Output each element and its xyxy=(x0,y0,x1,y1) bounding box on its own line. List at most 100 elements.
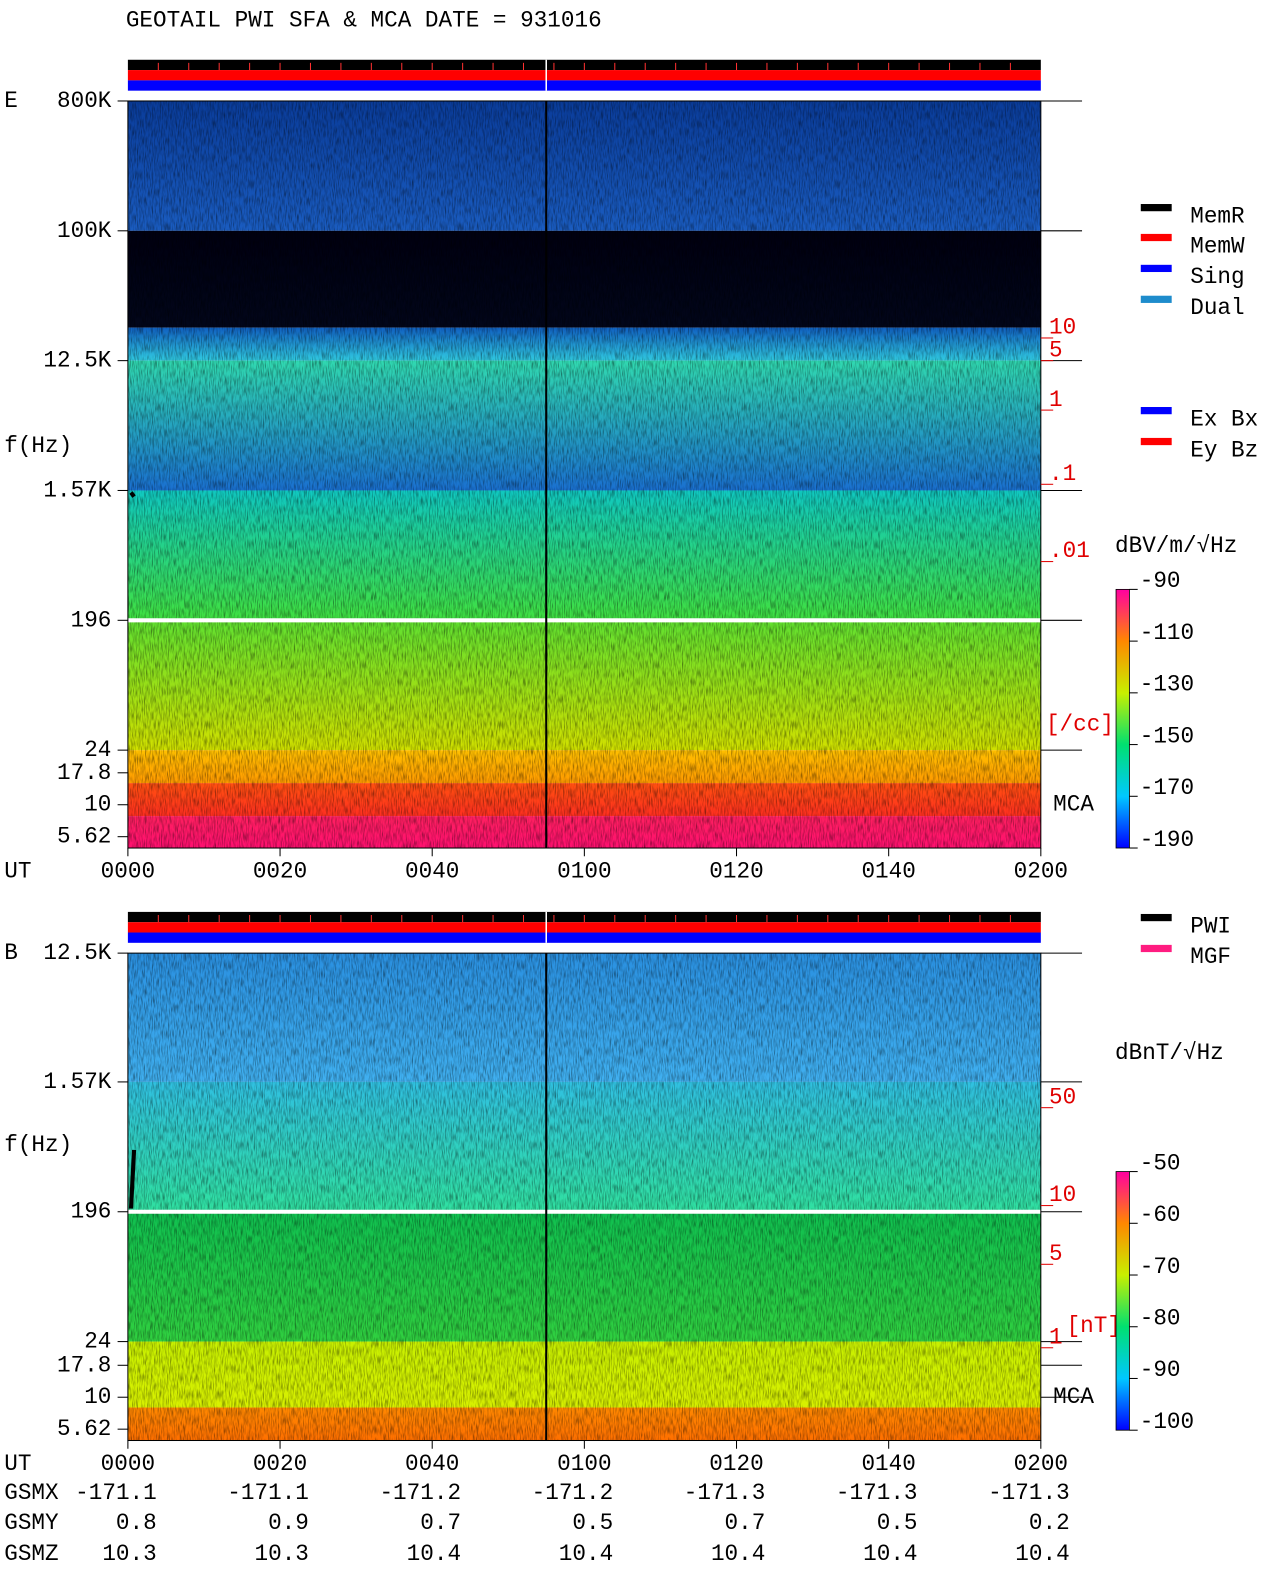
ephemeris-value: 10.4 xyxy=(711,1541,765,1567)
freq-label: 24 xyxy=(84,737,111,763)
ephemeris-value: -171.2 xyxy=(379,1480,461,1506)
ephemeris-value: 10.4 xyxy=(559,1541,613,1567)
status-bar xyxy=(127,922,1041,933)
ephemeris-value: 0.8 xyxy=(116,1510,157,1536)
freq-label: 10 xyxy=(84,1384,111,1410)
time-tick-label: 0020 xyxy=(253,859,307,885)
ephemeris-value: -171.3 xyxy=(684,1480,766,1506)
colorbar-tick-label: -60 xyxy=(1140,1202,1181,1228)
mca-label: MCA xyxy=(1053,1384,1094,1410)
status-bar xyxy=(127,70,1041,81)
freq-label: 10 xyxy=(84,792,111,818)
density-label: .01 xyxy=(1049,538,1090,564)
axis-label: f(Hz) xyxy=(4,1132,72,1158)
panel-label: E xyxy=(4,88,18,114)
legend-label: Dual xyxy=(1190,295,1244,321)
colorbar-tick-label: -130 xyxy=(1140,672,1194,698)
colorbar-unit: dBnT/√Hz xyxy=(1115,1040,1224,1066)
colorbar-tick-label: -150 xyxy=(1140,723,1194,749)
time-tick-label: 0000 xyxy=(101,1451,155,1477)
time-tick-label: 0140 xyxy=(861,1451,915,1477)
ephemeris-value: 0.7 xyxy=(420,1510,461,1536)
density-label: .1 xyxy=(1049,461,1076,487)
colorbar-tick-label: -110 xyxy=(1140,620,1194,646)
ephemeris-value: 0.5 xyxy=(877,1510,918,1536)
ephemeris-value: -171.2 xyxy=(532,1480,614,1506)
colorbar-tick-label: -100 xyxy=(1140,1409,1194,1435)
time-tick-label: 0140 xyxy=(861,859,915,885)
freq-label: 17.8 xyxy=(57,1352,111,1378)
spectrogram-noise xyxy=(127,100,1041,849)
freq-label: 1.57K xyxy=(43,1069,111,1095)
density-label: 50 xyxy=(1049,1084,1076,1110)
ephemeris-value: -171.3 xyxy=(988,1480,1070,1506)
legend-swatch xyxy=(1140,913,1172,922)
time-marker xyxy=(128,1149,137,1209)
ephemeris-value: 10.4 xyxy=(1015,1541,1069,1567)
legend-swatch xyxy=(1140,295,1172,303)
status-bar xyxy=(127,932,1041,943)
time-tick-label: 0120 xyxy=(709,859,763,885)
density-unit: [/cc] xyxy=(1046,711,1114,737)
time-tick-label: 0040 xyxy=(405,859,459,885)
colorbar-tick-label: -90 xyxy=(1140,1357,1181,1383)
legend-label: PWI xyxy=(1190,913,1231,939)
legend-swatch xyxy=(1140,233,1172,242)
ephemeris-value: 0.7 xyxy=(725,1510,766,1536)
freq-label: 100K xyxy=(57,218,112,244)
colorbar-tick-label: -80 xyxy=(1140,1305,1181,1331)
freq-label: 17.8 xyxy=(57,760,111,786)
freq-label: 12.5K xyxy=(43,940,111,966)
freq-label: 12.5K xyxy=(43,348,111,374)
axis-label: f(Hz) xyxy=(4,433,72,459)
colorbar xyxy=(1115,1171,1130,1431)
freq-label: 24 xyxy=(84,1329,111,1355)
ephemeris-value: 0.5 xyxy=(572,1510,613,1536)
legend-label: Sing xyxy=(1190,264,1244,290)
freq-label: 196 xyxy=(71,607,112,633)
freq-label: 800K xyxy=(57,88,112,114)
freq-label: 5.62 xyxy=(57,1416,111,1442)
ephemeris-value: 10.3 xyxy=(102,1541,156,1567)
legend-swatch xyxy=(1140,204,1172,212)
density-label: 10 xyxy=(1049,315,1076,341)
ephemeris-value: 0.9 xyxy=(268,1510,309,1536)
ephemeris-value: -171.1 xyxy=(75,1480,157,1506)
freq-label: 5.62 xyxy=(57,824,111,850)
time-tick-label: 0200 xyxy=(1014,859,1068,885)
ephemeris-value: 10.3 xyxy=(255,1541,309,1567)
mca-label: MCA xyxy=(1053,792,1094,818)
time-tick-label: 0100 xyxy=(557,1451,611,1477)
legend-label: Ex Bx xyxy=(1190,406,1258,432)
colorbar-tick-label: -70 xyxy=(1140,1254,1181,1280)
time-tick-label: 0040 xyxy=(405,1451,459,1477)
ephemeris-value: 0.2 xyxy=(1029,1510,1070,1536)
ephemeris-value: -171.3 xyxy=(836,1480,918,1506)
density-label: 5 xyxy=(1049,1241,1063,1267)
freq-label: 196 xyxy=(71,1199,112,1225)
spectrogram-noise xyxy=(127,953,1041,1441)
density-unit: [nT] xyxy=(1067,1313,1121,1339)
time-axis-label: UT xyxy=(4,859,31,885)
legend-label: MemR xyxy=(1190,203,1245,229)
ephemeris-name: GSMX xyxy=(4,1480,59,1506)
legend-label: Ey Bz xyxy=(1190,437,1258,463)
status-bar xyxy=(127,80,1041,91)
chart-title: GEOTAIL PWI SFA & MCA DATE = 931016 xyxy=(126,8,602,34)
legend-label: MGF xyxy=(1190,944,1231,970)
density-label: 5 xyxy=(1049,337,1063,363)
legend-swatch xyxy=(1140,407,1172,415)
colorbar-tick-label: -50 xyxy=(1140,1150,1181,1176)
colorbar-tick-label: -90 xyxy=(1140,568,1181,594)
ephemeris-name: GSMY xyxy=(4,1510,59,1536)
ephemeris-name: GSMZ xyxy=(4,1541,58,1567)
legend-swatch xyxy=(1140,944,1172,953)
legend-swatch xyxy=(1140,437,1172,446)
colorbar-unit: dBV/m/√Hz xyxy=(1115,533,1237,559)
time-tick-label: 0200 xyxy=(1014,1451,1068,1477)
time-axis-label: UT xyxy=(4,1451,31,1477)
legend-label: MemW xyxy=(1190,233,1245,259)
freq-label: 1.57K xyxy=(43,477,111,503)
